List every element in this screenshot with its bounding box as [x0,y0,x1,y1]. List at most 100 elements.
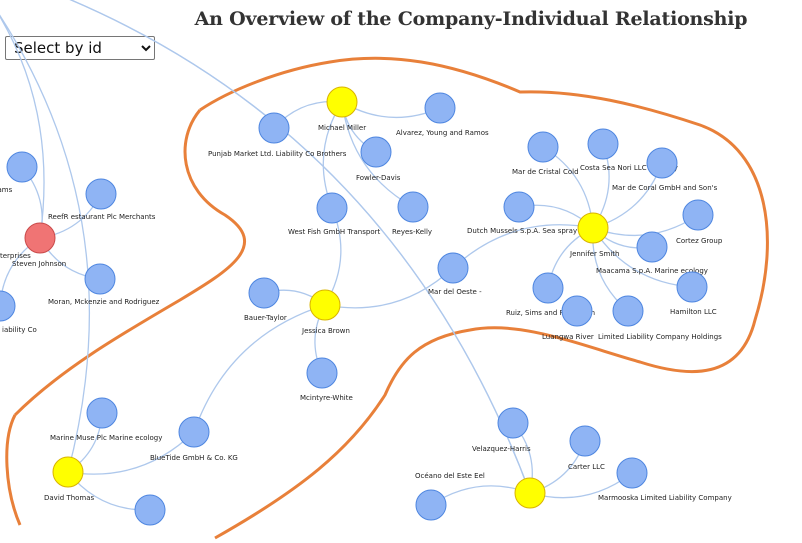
company-node[interactable]: Costa Sea Nori LLC Delivery [580,128,678,172]
graph-link [0,14,91,473]
node-label: Mcintyre-White [300,394,353,402]
company-node[interactable]: Mar del Oeste - [428,252,482,296]
company-node[interactable]: terprises [0,252,31,260]
node-circle[interactable] [316,192,348,224]
company-node[interactable] [134,494,166,526]
company-node[interactable]: West Fish GmbH Transport [288,192,380,236]
node-circle[interactable] [258,112,290,144]
node-circle[interactable] [532,272,564,304]
node-circle[interactable] [437,252,469,284]
company-node[interactable]: Carter LLC [568,425,605,471]
node-circle[interactable] [306,357,338,389]
node-circle[interactable] [527,131,559,163]
nodes-layer: len-Williams ReefR estaurant Plc Merchant… [0,86,732,526]
node-label: Fowler-Davis [356,174,401,182]
node-circle[interactable] [84,263,116,295]
company-node[interactable]: Cortez Group [676,199,723,245]
company-node[interactable]: len-Williams [0,151,38,194]
node-label: Océano del Este Eel [415,472,485,480]
node-circle[interactable] [52,456,84,488]
node-label: West Fish GmbH Transport [288,228,380,236]
node-label: Jessica Brown [301,327,350,335]
node-label: Michael Miller [318,124,366,132]
node-circle[interactable] [497,407,529,439]
node-circle[interactable] [503,191,535,223]
node-circle[interactable] [0,290,16,322]
company-node[interactable]: Ruiz, Sims and Robertson [506,272,595,317]
company-node[interactable]: Moran, Mckenzie and Rodriguez [48,263,160,306]
company-node[interactable]: Bauer-Taylor [244,277,287,322]
company-node[interactable]: Marine Muse Plc Marine ecology [50,397,162,442]
node-label: Marine Muse Plc Marine ecology [50,434,162,442]
person-node[interactable]: Jennifer Smith [569,212,619,258]
company-node[interactable]: Alvarez, Young and Ramos [396,92,489,137]
node-circle[interactable] [178,416,210,448]
node-label: Carter LLC [568,463,605,471]
node-circle[interactable] [360,136,392,168]
person-node[interactable]: David Thomas [44,456,95,502]
node-label: ReefR estaurant Plc Merchants [48,213,156,221]
node-label: Limited Liability Company Holdings [598,333,722,341]
page-title: An Overview of the Company-Individual Re… [194,8,748,30]
company-node[interactable]: Reyes-Kelly [392,191,432,236]
node-label: BlueTide GmbH & Co. KG [150,454,238,462]
person-node[interactable] [514,477,546,509]
node-circle[interactable] [587,128,619,160]
node-circle[interactable] [6,151,38,183]
person-node[interactable]: Michael Miller [318,86,366,132]
node-circle[interactable] [24,222,56,254]
person-node[interactable]: Steven Johnson [12,222,66,268]
company-node[interactable]: Mar de Coral GmbH and Son's [612,147,718,192]
node-label: Bauer-Taylor [244,314,287,322]
node-circle[interactable] [682,199,714,231]
company-node[interactable]: Punjab Market Ltd. Liability Co Brothers [208,112,347,158]
company-node[interactable]: Océano del Este Eel [415,472,485,521]
company-node[interactable]: iability Co [0,290,37,334]
company-node[interactable]: Fowler-Davis [356,136,401,182]
node-circle[interactable] [646,147,678,179]
graph-link [193,304,326,433]
graph-link [0,15,45,239]
node-circle[interactable] [85,178,117,210]
node-circle[interactable] [86,397,118,429]
company-node[interactable]: Maacama S.p.A. Marine ecology [596,231,708,275]
node-circle[interactable] [309,289,341,321]
group-hull-lower [5,414,22,526]
company-node[interactable]: Hamilton LLC [670,271,717,316]
company-node[interactable]: Velazquez-Harris [472,407,531,453]
node-circle[interactable] [415,489,447,521]
company-node[interactable]: Mar de Cristal Cold [512,131,579,176]
company-node[interactable]: Dutch Mussels S.p.A. Sea spray [467,191,577,235]
node-circle[interactable] [612,295,644,327]
node-circle[interactable] [326,86,358,118]
company-node[interactable]: Limited Liability Company Holdings [598,295,722,341]
company-node[interactable]: Marmooska Limited Liability Company [598,457,732,502]
node-circle[interactable] [636,231,668,263]
node-circle[interactable] [134,494,166,526]
node-label: Costa Sea Nori LLC Delivery [580,164,678,172]
person-node[interactable]: Jessica Brown [301,289,350,335]
company-node[interactable]: Luangwa River [542,295,594,341]
node-label: terprises [0,252,31,260]
node-circle[interactable] [676,271,708,303]
graph-link [452,224,594,269]
id-select-dropdown[interactable]: Select by id [5,36,155,60]
node-circle[interactable] [248,277,280,309]
node-label: len-Williams [0,186,13,194]
graph-link [324,267,454,309]
node-circle[interactable] [577,212,609,244]
node-label: David Thomas [44,494,95,502]
company-node[interactable]: BlueTide GmbH & Co. KG [150,416,238,462]
node-label: Steven Johnson [12,260,66,268]
node-circle[interactable] [561,295,593,327]
company-node[interactable]: ReefR estaurant Plc Merchants [48,178,156,221]
group-hull-upper [13,109,247,417]
company-node[interactable]: Mcintyre-White [300,357,353,402]
node-circle[interactable] [424,92,456,124]
node-circle[interactable] [397,191,429,223]
node-circle[interactable] [569,425,601,457]
node-label: Cortez Group [676,237,723,245]
node-circle[interactable] [616,457,648,489]
node-circle[interactable] [514,477,546,509]
